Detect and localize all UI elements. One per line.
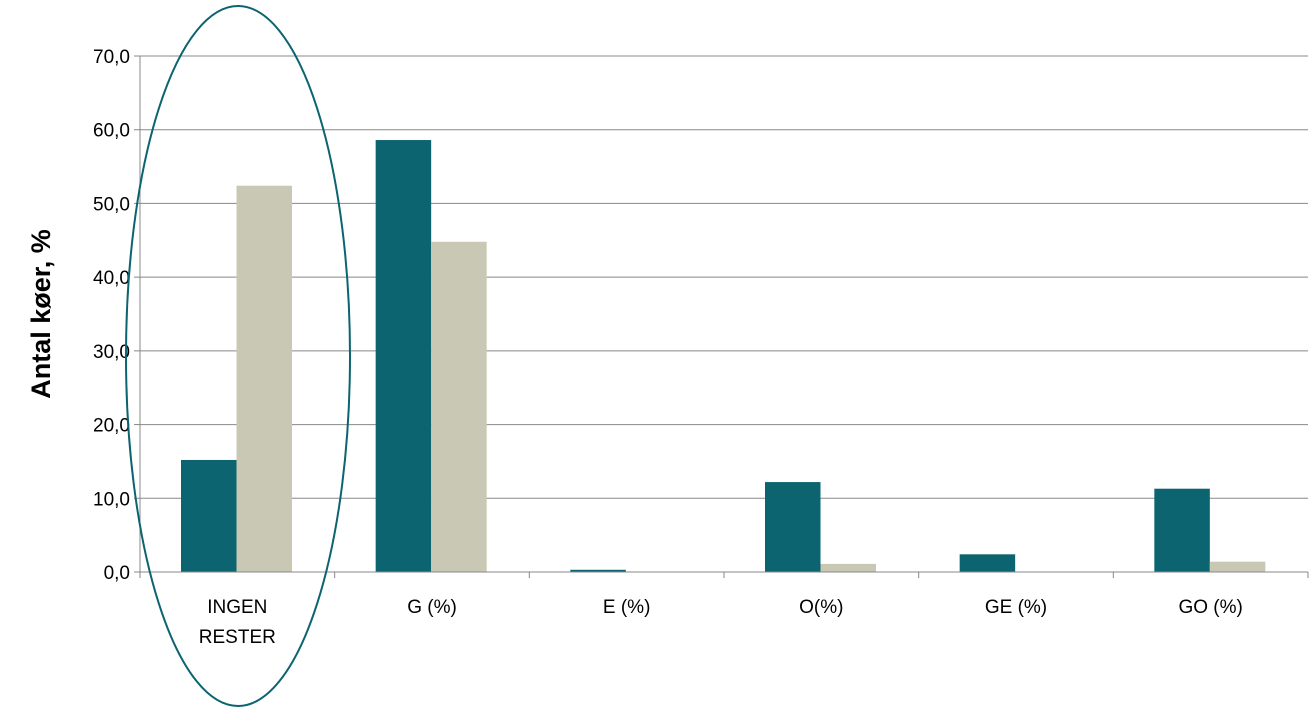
x-tick-label: G (%) <box>407 597 457 618</box>
bar-series-2 <box>431 241 487 572</box>
x-tick-label: GO (%) <box>1178 597 1242 618</box>
y-tick-label: 30,0 <box>93 342 130 363</box>
axes <box>139 56 1308 573</box>
highlight-ellipse <box>125 5 351 707</box>
bar-series-1 <box>570 569 626 572</box>
bar-series-1 <box>1154 488 1210 572</box>
bar-series-1 <box>375 140 432 572</box>
x-tick-label: GE (%) <box>985 597 1047 618</box>
y-tick-label: 40,0 <box>93 268 130 289</box>
gridlines <box>134 55 1308 573</box>
bar-series-1 <box>959 554 1016 572</box>
y-tick-label: 60,0 <box>93 121 130 142</box>
bar-series-2 <box>236 185 292 573</box>
y-tick-label: 0,0 <box>104 563 130 584</box>
y-tick-labels: 0,0 10,0 20,0 30,0 40,0 50,0 60,0 70,0 <box>93 47 130 584</box>
x-tick-label: E (%) <box>603 597 651 618</box>
x-tick-label: RESTER <box>199 627 276 648</box>
x-tick-labels: INGEN RESTER G (%) E (%) O(%) GE (%) GO (%) <box>139 572 1309 648</box>
bar-series-1 <box>765 482 821 572</box>
x-tick-label: O(%) <box>799 597 843 618</box>
bars <box>181 140 1266 573</box>
bar-series-1 <box>181 459 237 572</box>
y-tick-label: 10,0 <box>93 489 130 510</box>
bar-series-2 <box>1209 561 1266 572</box>
y-tick-label: 50,0 <box>93 194 130 215</box>
bar-series-2 <box>820 563 876 572</box>
y-axis-label: Antal køer, % <box>26 229 56 399</box>
y-tick-label: 70,0 <box>93 47 130 68</box>
y-tick-label: 20,0 <box>93 416 130 437</box>
x-tick-label: INGEN <box>207 597 267 618</box>
